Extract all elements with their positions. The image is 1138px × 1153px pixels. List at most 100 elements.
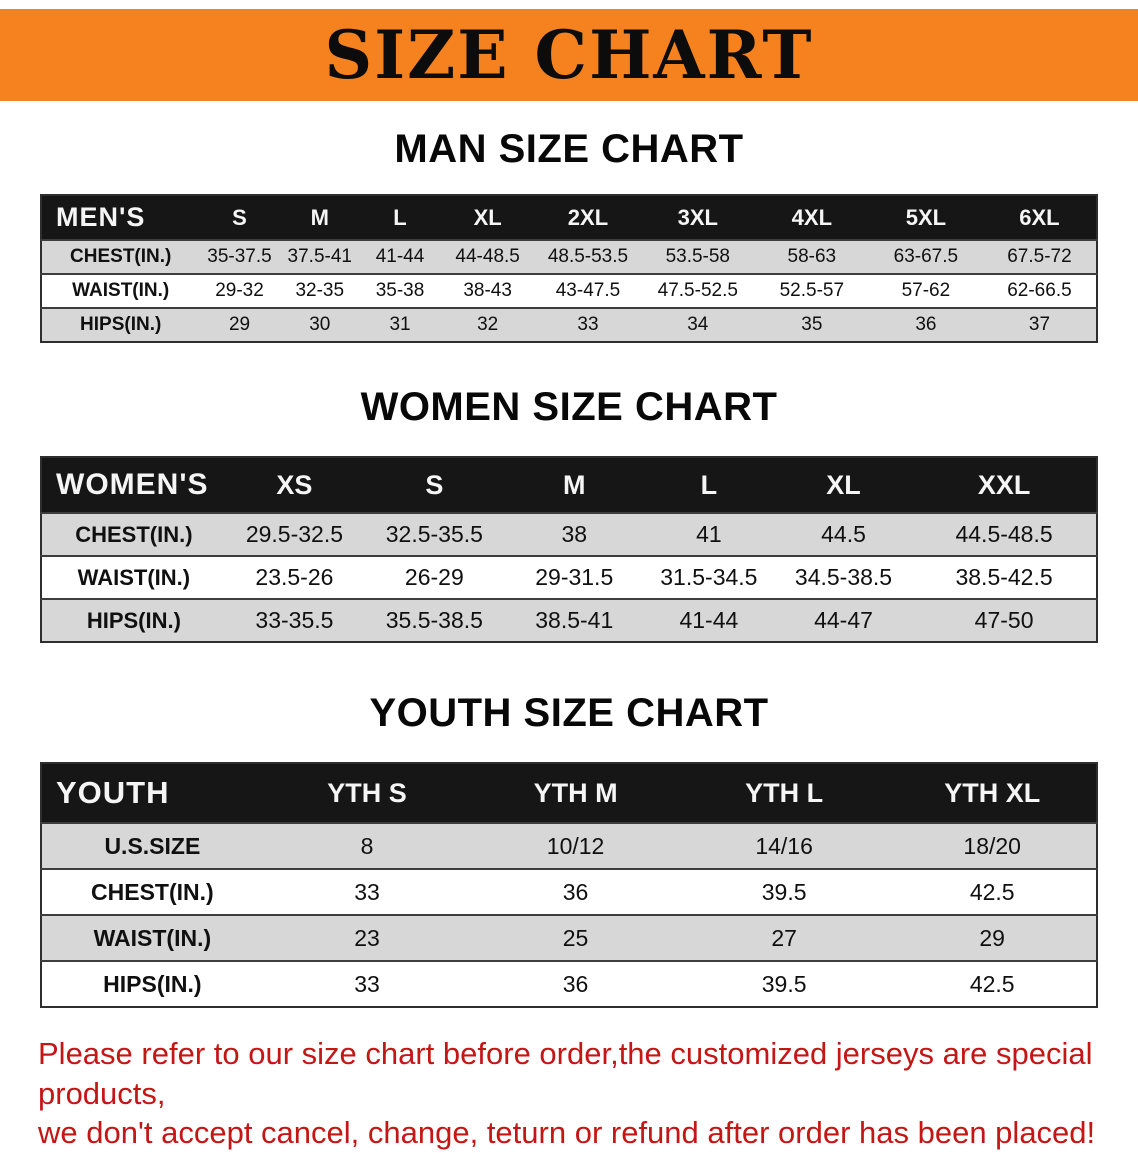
row-label: U.S.SIZE [41, 822, 263, 869]
row-label: WAIST(IN.) [41, 914, 263, 961]
size-column-header: 5XL [868, 195, 983, 240]
size-chart-page: SIZE CHART MAN SIZE CHART MEN'S S M L XL… [0, 9, 1138, 1153]
youth-ussize-row: U.S.SIZE 8 10/12 14/16 18/20 [41, 822, 1097, 869]
youth-section: YOUTH SIZE CHART YOUTH YTH S YTH M YTH L… [0, 643, 1138, 1008]
size-column-header: XL [440, 195, 536, 240]
table-cell: 41-44 [642, 598, 775, 642]
banner: SIZE CHART [0, 9, 1138, 101]
table-cell: 33 [262, 868, 472, 915]
table-cell: 26-29 [363, 555, 506, 599]
men-waist-row: WAIST(IN.) 29-32 32-35 35-38 38-43 43-47… [41, 273, 1097, 308]
table-cell: 25 [471, 914, 680, 961]
table-cell: 33 [535, 307, 641, 342]
table-cell: 36 [471, 868, 680, 915]
table-cell: 29-32 [199, 273, 280, 308]
table-cell: 33 [262, 960, 472, 1007]
row-label: HIPS(IN.) [41, 598, 226, 642]
row-label: WAIST(IN.) [41, 555, 226, 599]
table-cell: 27 [679, 914, 889, 961]
table-cell: 41 [642, 512, 775, 556]
size-column-header: YTH XL [888, 763, 1097, 823]
women-waist-row: WAIST(IN.) 23.5-26 26-29 29-31.5 31.5-34… [41, 555, 1097, 599]
youth-section-heading: YOUTH SIZE CHART [369, 691, 769, 735]
table-cell: 48.5-53.5 [535, 239, 641, 274]
table-cell: 31.5-34.5 [642, 555, 775, 599]
table-cell: 47.5-52.5 [640, 273, 755, 308]
table-cell: 37 [982, 307, 1097, 342]
table-cell: 23 [262, 914, 472, 961]
table-cell: 37.5-41 [279, 239, 360, 274]
table-cell: 36 [471, 960, 680, 1007]
table-cell: 35 [754, 307, 869, 342]
table-cell: 33-35.5 [225, 598, 364, 642]
size-column-header: YTH L [679, 763, 889, 823]
women-header-row: WOMEN'S XS S M L XL XXL [41, 457, 1097, 513]
disclaimer-line-1: Please refer to our size chart before or… [38, 1036, 1093, 1111]
women-table-title: WOMEN'S [41, 457, 226, 513]
table-cell: 35.5-38.5 [363, 598, 506, 642]
youth-size-table: YOUTH YTH S YTH M YTH L YTH XL U.S.SIZE … [40, 762, 1098, 1008]
table-cell: 38 [505, 512, 643, 556]
table-cell: 32 [440, 307, 536, 342]
size-column-header: XL [774, 457, 913, 513]
size-column-header: M [279, 195, 360, 240]
men-size-table: MEN'S S M L XL 2XL 3XL 4XL 5XL 6XL CHEST… [40, 194, 1098, 343]
men-hips-row: HIPS(IN.) 29 30 31 32 33 34 35 36 37 [41, 307, 1097, 342]
table-cell: 58-63 [754, 239, 869, 274]
table-cell: 23.5-26 [225, 555, 364, 599]
table-cell: 44-48.5 [440, 239, 536, 274]
men-header-row: MEN'S S M L XL 2XL 3XL 4XL 5XL 6XL [41, 195, 1097, 240]
men-chest-row: CHEST(IN.) 35-37.5 37.5-41 41-44 44-48.5… [41, 239, 1097, 274]
table-cell: 39.5 [679, 960, 889, 1007]
table-cell: 34.5-38.5 [774, 555, 913, 599]
table-cell: 47-50 [912, 598, 1097, 642]
table-cell: 32.5-35.5 [363, 512, 506, 556]
table-cell: 35-37.5 [199, 239, 280, 274]
table-cell: 41-44 [359, 239, 441, 274]
size-column-header: YTH S [262, 763, 472, 823]
size-column-header: 4XL [754, 195, 869, 240]
youth-chest-row: CHEST(IN.) 33 36 39.5 42.5 [41, 868, 1097, 915]
table-cell: 34 [640, 307, 755, 342]
table-cell: 39.5 [679, 868, 889, 915]
table-cell: 35-38 [359, 273, 441, 308]
youth-waist-row: WAIST(IN.) 23 25 27 29 [41, 914, 1097, 961]
row-label: WAIST(IN.) [41, 273, 200, 308]
size-column-header: S [199, 195, 280, 240]
size-column-header: 6XL [982, 195, 1097, 240]
page-title: SIZE CHART [324, 16, 814, 94]
size-column-header: L [642, 457, 775, 513]
size-column-header: XXL [912, 457, 1097, 513]
youth-hips-row: HIPS(IN.) 33 36 39.5 42.5 [41, 960, 1097, 1007]
women-section-heading: WOMEN SIZE CHART [360, 385, 778, 429]
size-column-header: YTH M [471, 763, 680, 823]
row-label: CHEST(IN.) [41, 868, 263, 915]
table-cell: 38.5-42.5 [912, 555, 1097, 599]
row-label: CHEST(IN.) [41, 512, 226, 556]
table-cell: 8 [262, 822, 472, 869]
table-cell: 44.5-48.5 [912, 512, 1097, 556]
table-cell: 38.5-41 [505, 598, 643, 642]
disclaimer-line-2: we don't accept cancel, change, teturn o… [38, 1115, 1096, 1151]
table-cell: 29 [199, 307, 280, 342]
size-column-header: S [363, 457, 506, 513]
disclaimer-note: Please refer to our size chart before or… [38, 1034, 1100, 1153]
table-cell: 29.5-32.5 [225, 512, 364, 556]
men-table-title: MEN'S [41, 195, 200, 240]
table-cell: 38-43 [440, 273, 536, 308]
row-label: HIPS(IN.) [41, 307, 200, 342]
women-hips-row: HIPS(IN.) 33-35.5 35.5-38.5 38.5-41 41-4… [41, 598, 1097, 642]
table-cell: 18/20 [888, 822, 1097, 869]
size-column-header: 2XL [535, 195, 641, 240]
women-section: WOMEN SIZE CHART WOMEN'S XS S M L XL XXL [0, 343, 1138, 643]
table-cell: 44.5 [774, 512, 913, 556]
table-cell: 30 [279, 307, 360, 342]
table-cell: 62-66.5 [982, 273, 1097, 308]
table-cell: 42.5 [888, 868, 1097, 915]
table-cell: 32-35 [279, 273, 360, 308]
table-cell: 53.5-58 [640, 239, 755, 274]
women-size-table: WOMEN'S XS S M L XL XXL CHEST(IN.) 29.5-… [40, 456, 1098, 643]
size-column-header: 3XL [640, 195, 755, 240]
men-section: MAN SIZE CHART MEN'S S M L XL 2XL 3XL 4X… [0, 101, 1138, 343]
size-column-header: L [359, 195, 441, 240]
